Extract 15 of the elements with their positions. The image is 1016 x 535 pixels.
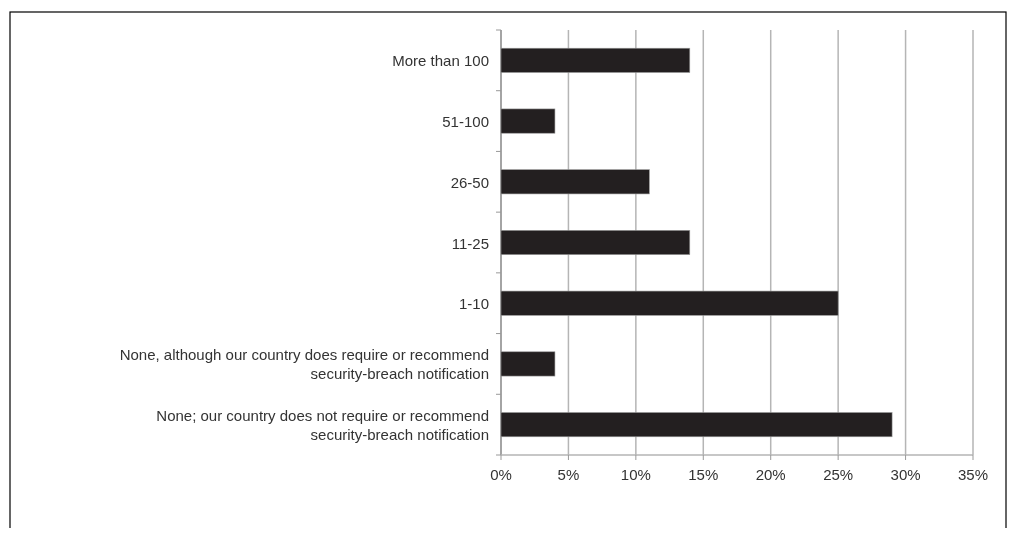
y-tick-label: More than 100 xyxy=(392,51,489,69)
x-tick-label: 10% xyxy=(620,466,651,483)
x-tick-label: 20% xyxy=(755,466,786,483)
y-tick-label: 26-50 xyxy=(450,173,489,191)
x-tick-label: 15% xyxy=(688,466,719,483)
y-tick-label: None; our country does not require or recommend security-breach notification xyxy=(156,406,489,443)
y-tick-label: 11-25 xyxy=(451,234,489,251)
y-tick-label: 51-100 xyxy=(442,112,489,130)
y-tick-label: None, although our country does require or recommend security-breach notification xyxy=(119,345,489,382)
x-tick-label: 0% xyxy=(490,466,512,483)
y-tick-label: 1-10 xyxy=(458,294,489,312)
x-tick-label: 25% xyxy=(823,466,854,483)
x-tick-label: 5% xyxy=(557,466,580,483)
x-tick-label: 30% xyxy=(890,466,921,483)
x-tick-label: 35% xyxy=(957,466,989,483)
